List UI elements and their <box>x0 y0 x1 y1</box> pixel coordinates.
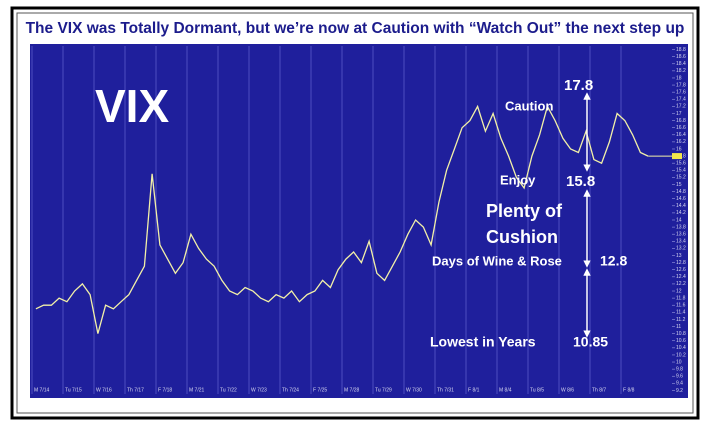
last-value-marker <box>672 153 682 160</box>
x-tick-label: W 7/16 <box>96 387 112 393</box>
y-tick-label: 11.4 <box>676 310 686 316</box>
x-tick-label: F 8/1 <box>468 387 480 393</box>
y-tick-label: 9.8 <box>676 366 683 372</box>
y-tick-label: 11 <box>676 324 681 330</box>
y-tick-label: 10.4 <box>676 345 686 351</box>
frame-inner <box>16 12 694 414</box>
x-tick-label: W 7/23 <box>251 387 267 393</box>
annotation: VIX <box>95 80 169 132</box>
x-tick-label: Th 7/17 <box>127 387 144 393</box>
chart-layer: 9.29.49.6 9.81010.210.410.610.81111.211.4… <box>31 46 686 394</box>
y-tick-label: 10.2 <box>676 352 686 358</box>
y-tick-label: 13.6 <box>676 232 686 238</box>
y-tick-label: 15 <box>676 182 682 188</box>
y-tick-label: 11.2 <box>676 317 686 323</box>
x-tick-label: M 7/21 <box>189 387 205 393</box>
y-tick-label: 17.8 <box>676 82 686 88</box>
y-tick-label: 18.8 <box>676 47 686 53</box>
y-tick-label: 14.6 <box>676 196 686 202</box>
x-tick-label: Tu 7/29 <box>375 387 392 393</box>
annotation: Days of Wine & Rose <box>432 253 562 268</box>
y-tick-label: 10.8 <box>676 331 686 337</box>
y-tick-label: 12.2 <box>676 281 686 287</box>
y-tick-label: 18.2 <box>676 68 686 74</box>
y-tick-label: 12.4 <box>676 274 686 280</box>
vix-line <box>35 104 649 334</box>
y-tick-label: 12 <box>676 288 682 294</box>
y-tick-label: 15.6 <box>676 161 686 167</box>
y-tick-label: 9.6 <box>676 374 683 380</box>
annotation: Caution <box>505 98 553 113</box>
y-tick-label: 11.8 <box>676 295 686 301</box>
x-tick-label: Th 8/7 <box>592 387 606 393</box>
y-tick-label: 13.2 <box>676 246 686 252</box>
x-tick-label: M 7/14 <box>34 387 50 393</box>
y-tick-label: 12.6 <box>676 267 686 273</box>
y-tick-label: 16.8 <box>676 118 686 124</box>
y-tick-label: 18 <box>676 75 682 81</box>
y-tick-label: 15.2 <box>676 175 686 181</box>
x-tick-label: F 7/25 <box>313 387 327 393</box>
y-tick-label: 14.4 <box>676 203 686 209</box>
y-tick-label: 11.6 <box>676 303 686 309</box>
annotation: Enjoy <box>500 172 536 187</box>
annotation: Lowest in Years <box>430 334 536 350</box>
y-tick-label: 13.8 <box>676 224 686 230</box>
x-tick-label: F 7/18 <box>158 387 172 393</box>
y-tick-label: 18.6 <box>676 54 686 60</box>
y-tick-label: 18.4 <box>676 61 686 67</box>
y-tick-label: 10 <box>676 359 682 365</box>
x-tick-label: M 7/28 <box>344 387 360 393</box>
x-tick-label: Tu 7/22 <box>220 387 237 393</box>
x-tick-label: W 8/6 <box>561 387 574 393</box>
x-tick-label: Th 7/31 <box>437 387 454 393</box>
y-tick-label: 17.2 <box>676 104 686 110</box>
annotation: 15.8 <box>566 173 595 190</box>
y-tick-label: 14 <box>676 217 682 223</box>
y-tick-label: 14.8 <box>676 189 686 195</box>
x-tick-label: F 8/8 <box>623 387 635 393</box>
y-tick-label: 10.6 <box>676 338 686 344</box>
y-tick-label: 13 <box>676 253 682 259</box>
x-tick-label: M 8/4 <box>499 387 512 393</box>
y-tick-label: 17 <box>676 111 682 117</box>
x-tick-label: Tu 8/5 <box>530 387 544 393</box>
y-tick-label: 9.4 <box>676 381 683 387</box>
y-tick-label: 17.4 <box>676 97 686 103</box>
y-tick-label: 16 <box>676 146 682 152</box>
x-tick-label: Tu 7/15 <box>65 387 82 393</box>
y-tick-label: 14.2 <box>676 210 686 216</box>
title: The VIX was Totally Dormant, but we’re n… <box>26 20 685 37</box>
y-tick-label: 15.4 <box>676 168 686 174</box>
y-tick-label: 12.8 <box>676 260 686 266</box>
y-tick-label: 16.2 <box>676 139 686 145</box>
y-tick-label: 16.4 <box>676 132 686 138</box>
y-tick-label: 16.6 <box>676 125 686 131</box>
annotation: Plenty of <box>486 201 563 221</box>
annotation: 12.8 <box>600 253 627 269</box>
y-tick-label: 9.2 <box>676 388 683 394</box>
x-tick-label: W 7/30 <box>406 387 422 393</box>
annotation: Cushion <box>486 227 558 247</box>
x-tick-label: Th 7/24 <box>282 387 299 393</box>
plot-area <box>30 44 688 398</box>
y-tick-label: 17.6 <box>676 89 686 95</box>
annotation: 10.85 <box>573 334 608 350</box>
annotation: 17.8 <box>564 77 593 94</box>
y-tick-label: 13.4 <box>676 239 686 245</box>
